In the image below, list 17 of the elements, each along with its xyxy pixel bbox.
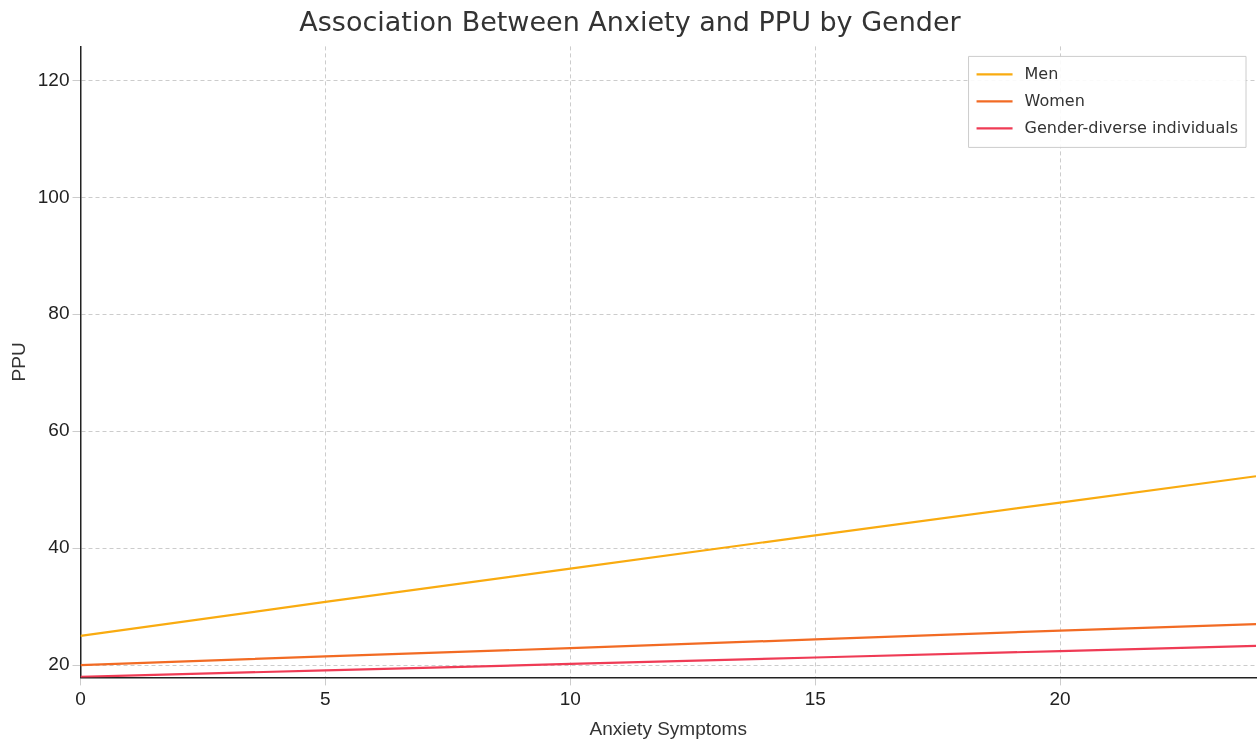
legend-label: Women [1024, 90, 1085, 110]
x-tick-label: 15 [804, 688, 826, 710]
y-tick-label: 20 [48, 653, 70, 675]
y-axis-title: PPU [7, 342, 29, 382]
x-tick-label: 5 [320, 688, 331, 710]
y-tick-label: 100 [37, 185, 70, 207]
x-tick-label: 20 [1049, 688, 1071, 710]
y-tick-label: 60 [48, 419, 70, 441]
legend-label: Men [1024, 63, 1059, 83]
y-tick-label: 80 [48, 302, 70, 324]
y-tick-label: 40 [48, 536, 70, 558]
x-tick-label: 10 [559, 688, 581, 710]
y-tick-label: 120 [37, 68, 70, 90]
legend-label: Gender-diverse individuals [1024, 117, 1238, 137]
x-axis-title: Anxiety Symptoms [589, 717, 747, 739]
chart-title: Association Between Anxiety and PPU by Gender [299, 6, 962, 38]
x-tick-label: 0 [75, 688, 86, 710]
